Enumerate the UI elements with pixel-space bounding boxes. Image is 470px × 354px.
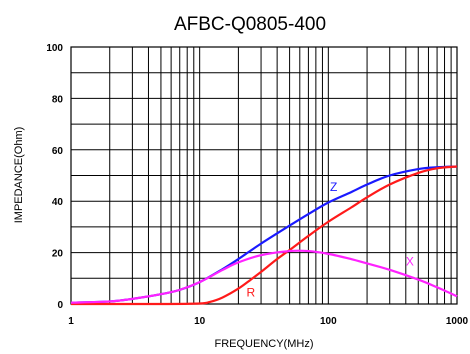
series-label-r: R bbox=[247, 285, 256, 299]
x-tick-label: 10 bbox=[194, 316, 206, 327]
series-label-x: X bbox=[406, 254, 414, 268]
x-tick-label: 100 bbox=[320, 316, 337, 327]
y-tick-label: 40 bbox=[52, 197, 64, 208]
y-tick-label: 0 bbox=[57, 300, 63, 311]
y-tick-label: 80 bbox=[52, 94, 64, 105]
series-line-r bbox=[70, 165, 458, 306]
tick-labels: 1 10 100 1000 0 20 40 60 80 100 bbox=[46, 43, 468, 327]
grid bbox=[71, 47, 457, 304]
plot-border bbox=[70, 46, 458, 305]
chart-title: AFBC-Q0805-400 bbox=[174, 14, 326, 35]
series-labels: Z R X bbox=[247, 180, 414, 299]
y-tick-label: 60 bbox=[52, 146, 64, 157]
series-line-z bbox=[70, 165, 458, 304]
x-tick-label: 1 bbox=[68, 316, 74, 327]
y-tick-label: 20 bbox=[52, 249, 64, 260]
y-tick-label: 100 bbox=[46, 43, 63, 54]
series-label-z: Z bbox=[330, 180, 337, 194]
series-layer bbox=[70, 165, 458, 306]
series-line-x bbox=[70, 249, 458, 304]
y-axis-label: IMPEDANCE(Ohm) bbox=[13, 127, 25, 224]
x-tick-label: 1000 bbox=[446, 316, 469, 327]
x-axis-label: FREQUENCY(MHz) bbox=[215, 338, 314, 350]
